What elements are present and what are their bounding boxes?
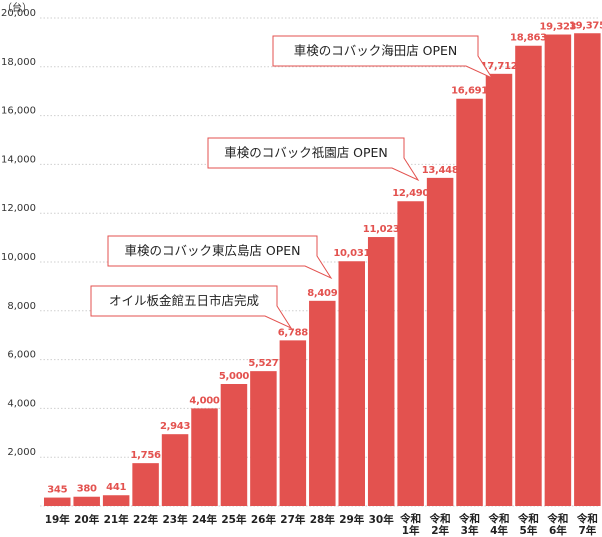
bar — [102, 495, 130, 506]
x-tick-label: 28年 — [310, 513, 336, 526]
x-tick-label: 5年 — [520, 524, 538, 537]
x-tick-label: 25年 — [221, 513, 247, 526]
x-tick-label: 29年 — [339, 513, 365, 526]
x-tick-label: 令和 — [517, 512, 539, 525]
value-labels: 345 380 441 1,756 2,943 4,000 5,000 5,527 6,788 8… — [47, 20, 602, 495]
y-axis: 2,000 4,000 6,000 8,000 10,000 12,000 14,000 16… — [1, 8, 36, 458]
callout-box — [207, 137, 420, 182]
bar — [515, 45, 542, 507]
data-label: 13,448 — [422, 165, 459, 176]
data-label: 18,863 — [510, 33, 547, 44]
y-tick-label: 20,000 — [1, 8, 36, 19]
y-tick-label: 4,000 — [7, 398, 36, 409]
y-tick-label: 16,000 — [1, 106, 36, 117]
bar — [397, 201, 424, 506]
y-tick-label: 10,000 — [1, 252, 36, 263]
bar — [220, 384, 248, 506]
bar — [132, 463, 159, 506]
bar — [485, 73, 513, 506]
x-tick-label: 6年 — [549, 524, 567, 537]
callout-box — [90, 285, 293, 330]
x-tick-label: 4年 — [490, 524, 508, 537]
annotation-text: オイル板金館五日市店完成 — [109, 293, 259, 308]
annotations: オイル板金館五日市店完成 車検のコバック東広島店 OPEN 車検のコバック祇園店 O… — [90, 35, 494, 330]
x-tick-label: 令和 — [488, 512, 510, 525]
x-tick-label: 7年 — [578, 524, 596, 537]
data-label: 345 — [47, 485, 67, 496]
data-label: 5,527 — [248, 358, 278, 369]
annotation-callout: 車検のコバック海田店 OPEN — [272, 35, 494, 80]
x-tick-label: 2年 — [431, 524, 449, 537]
bar — [456, 98, 483, 507]
callout-box — [107, 235, 333, 280]
data-label: 11,023 — [363, 224, 400, 235]
data-label: 16,691 — [451, 86, 488, 97]
y-tick-label: 8,000 — [7, 301, 36, 312]
bar — [309, 300, 336, 506]
annotation-callout: オイル板金館五日市店完成 — [90, 285, 293, 330]
x-tick-label: 23年 — [162, 513, 188, 526]
x-tick-label: 令和 — [546, 512, 568, 525]
data-label: 5,000 — [219, 371, 249, 382]
data-label: 10,031 — [333, 248, 370, 259]
bar — [367, 237, 395, 506]
data-label: 2,943 — [160, 421, 190, 432]
unit-label: （台） — [2, 1, 32, 14]
x-tick-label: 令和 — [576, 512, 598, 525]
x-tick-label: 1年 — [402, 524, 420, 537]
x-tick-label: 21年 — [104, 513, 130, 526]
data-label: 12,490 — [392, 188, 429, 199]
bar — [574, 33, 601, 506]
data-label: 380 — [77, 484, 97, 495]
bar — [544, 34, 572, 506]
bar — [426, 177, 454, 506]
y-tick-label: 6,000 — [7, 350, 36, 361]
data-label: 17,712 — [481, 61, 518, 72]
bar — [250, 371, 277, 506]
x-tick-label: 令和 — [458, 512, 480, 525]
x-tick-label: 22年 — [133, 513, 159, 526]
x-tick-label: 27年 — [280, 513, 306, 526]
data-label: 19,375 — [569, 20, 602, 31]
x-tick-label: 令和 — [429, 512, 451, 525]
data-label: 19,323 — [540, 22, 577, 33]
annotation-text: 車検のコバック祇園店 OPEN — [224, 145, 388, 160]
y-tick-label: 18,000 — [1, 57, 36, 68]
annotation-text: 車検のコバック東広島店 OPEN — [124, 243, 300, 258]
category-labels: 19年 20年 21年 22年 23年 24年 25年 26年 27年 28年 29年 30年 令和1年… — [45, 512, 598, 537]
bar — [161, 434, 189, 506]
data-label: 8,409 — [307, 288, 337, 299]
x-tick-label: 19年 — [45, 513, 71, 526]
bar — [44, 497, 71, 506]
x-tick-label: 26年 — [251, 513, 277, 526]
x-tick-label: 30年 — [369, 513, 395, 526]
callout-box — [272, 35, 494, 80]
x-tick-label: 3年 — [461, 524, 479, 537]
bars — [44, 33, 601, 507]
bar — [279, 340, 307, 506]
bar — [73, 496, 100, 506]
annotation-callout: 車検のコバック東広島店 OPEN — [107, 235, 333, 280]
y-tick-label: 12,000 — [1, 203, 36, 214]
data-label: 4,000 — [189, 395, 219, 406]
bar — [338, 261, 365, 506]
bar — [191, 408, 218, 506]
y-tick-label: 2,000 — [7, 447, 36, 458]
data-label: 6,788 — [278, 327, 308, 338]
annotation-text: 車検のコバック海田店 OPEN — [294, 43, 458, 58]
y-tick-label: 14,000 — [1, 154, 36, 165]
data-label: 441 — [106, 482, 126, 493]
x-tick-label: 20年 — [74, 513, 100, 526]
data-label: 1,756 — [131, 450, 161, 461]
x-tick-label: 令和 — [399, 512, 421, 525]
x-tick-label: 24年 — [192, 513, 218, 526]
annotation-callout: 車検のコバック祇園店 OPEN — [207, 137, 420, 182]
